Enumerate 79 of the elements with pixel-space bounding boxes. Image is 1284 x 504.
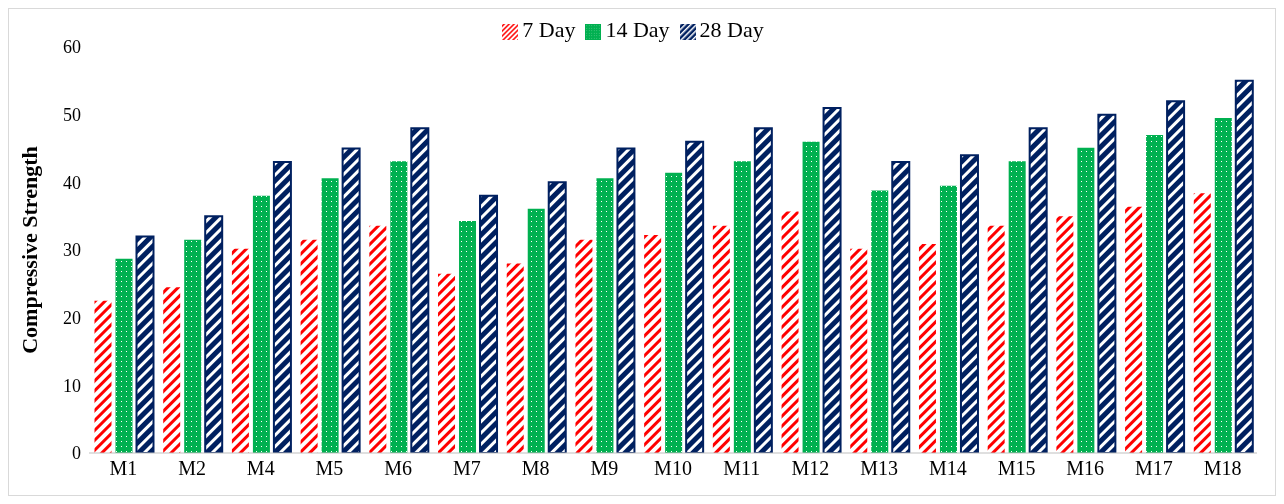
bar [1214,118,1232,453]
bar [1166,100,1186,453]
x-tick-label: M6 [384,457,413,480]
bar [891,161,911,453]
bar [300,239,318,453]
bar [918,243,936,453]
y-axis-title: Compressive Strength [16,146,42,354]
x-tick-label: M15 [997,457,1036,480]
x-tick-label: M7 [452,457,481,480]
bar [665,172,683,453]
bar [479,194,499,453]
bar [321,178,339,453]
bar [184,239,202,453]
y-tick-label: 40 [63,172,81,193]
x-tick-label: M13 [860,457,899,480]
bar [644,235,662,453]
bar [341,147,361,453]
bar [1028,127,1048,453]
y-tick-label: 10 [63,375,81,396]
bar [252,195,270,453]
x-tick-label: M8 [521,457,550,480]
bar [753,127,773,453]
y-tick-label: 0 [72,443,81,464]
x-tick-label: M12 [791,457,830,480]
bar [1125,206,1143,453]
bar [135,235,155,453]
bar [596,178,614,453]
x-tick-label: M10 [654,457,692,480]
bar [733,161,751,453]
bar [506,263,524,453]
y-tick-label: 50 [63,105,81,126]
bar [616,147,636,453]
bar [410,127,430,453]
y-tick-label: 30 [63,240,81,261]
bar [459,220,477,453]
x-tick-label: M14 [928,457,967,480]
bar [272,161,292,453]
bar [939,185,957,453]
x-tick-label: M4 [246,457,275,480]
bar [959,154,979,453]
bar [1146,134,1164,453]
x-tick-label: M11 [723,457,761,480]
legend-label: 7 Day [522,17,576,42]
bar [575,239,593,453]
bar [547,181,567,453]
bar [712,225,730,453]
y-tick-label: 60 [63,37,81,58]
x-tick-label: M1 [109,457,138,480]
x-tick-label: M17 [1135,457,1173,480]
legend-label: 28 Day [699,17,764,42]
legend-label: 14 Day [605,17,670,42]
bar [390,161,408,453]
bar [850,248,868,453]
bar [685,140,705,453]
y-tick-label: 20 [63,308,81,329]
bar [1077,147,1095,453]
bar [871,190,889,453]
x-tick-label: M18 [1203,457,1242,480]
x-tick-label: M16 [1066,457,1105,480]
bar [163,287,181,453]
bar [1056,216,1074,453]
bar [438,273,456,453]
bar [822,106,842,453]
bar [115,258,133,453]
x-tick-label: M9 [590,457,619,480]
bar [987,225,1005,453]
bar [1193,193,1211,453]
x-tick-label: M2 [178,457,206,480]
x-tick-label: M5 [315,457,344,480]
bar [1097,113,1117,453]
bar [527,208,545,453]
bar [231,248,249,453]
bar [1008,161,1026,453]
bar [781,211,799,453]
bar [94,300,112,453]
bar [204,215,224,453]
bar [369,225,387,453]
bar [802,141,820,453]
bar [1234,79,1254,453]
